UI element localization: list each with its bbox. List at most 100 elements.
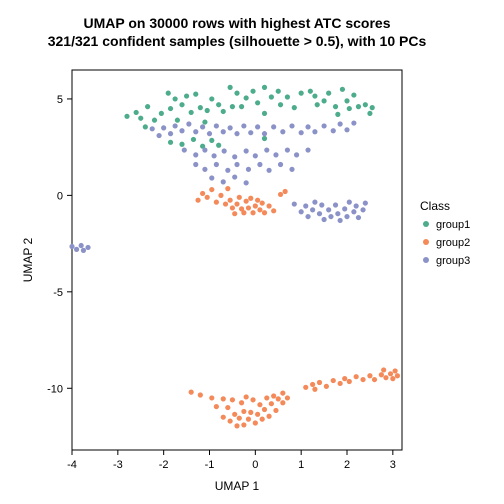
scatter-point	[150, 126, 155, 131]
scatter-point	[280, 129, 285, 134]
legend-marker	[423, 257, 429, 263]
scatter-point	[264, 147, 269, 152]
scatter-point	[225, 186, 230, 191]
y-tick-label: -10	[47, 383, 63, 395]
x-tick-label: -4	[67, 459, 77, 471]
scatter-point	[289, 123, 294, 128]
scatter-point	[244, 148, 249, 153]
scatter-point	[335, 112, 340, 117]
scatter-point	[280, 400, 285, 405]
scatter-point	[257, 162, 262, 167]
scatter-point	[347, 200, 352, 205]
y-axis-label: UMAP 2	[21, 237, 35, 282]
scatter-point	[273, 152, 278, 157]
scatter-point	[340, 87, 345, 92]
scatter-point	[260, 200, 265, 205]
scatter-point	[248, 130, 253, 135]
scatter-point	[241, 409, 246, 414]
scatter-point	[294, 152, 299, 157]
scatter-point	[244, 394, 249, 399]
scatter-point	[260, 417, 265, 422]
scatter-point	[351, 92, 356, 97]
scatter-point	[388, 371, 393, 376]
scatter-point	[266, 168, 271, 173]
scatter-point	[262, 131, 267, 136]
scatter-point	[232, 412, 237, 417]
scatter-point	[278, 102, 283, 107]
scatter-point	[360, 377, 365, 382]
scatter-point	[292, 105, 297, 110]
scatter-point	[393, 368, 398, 373]
scatter-point	[324, 384, 329, 389]
scatter-point	[216, 143, 221, 148]
scatter-point	[152, 118, 157, 123]
scatter-point	[214, 162, 219, 167]
scatter-point	[221, 415, 226, 420]
scatter-point	[285, 94, 290, 99]
scatter-point	[338, 381, 343, 386]
scatter-point	[241, 210, 246, 215]
chart-title-line2: 321/321 confident samples (silhouette > …	[48, 33, 427, 49]
scatter-point	[237, 195, 242, 200]
chart-title-line1: UMAP on 30000 rows with highest ATC scor…	[83, 15, 390, 31]
scatter-point	[321, 123, 326, 128]
scatter-point	[303, 203, 308, 208]
scatter-point	[354, 203, 359, 208]
scatter-point	[239, 104, 244, 109]
scatter-point	[383, 375, 388, 380]
scatter-point	[207, 131, 212, 136]
scatter-point	[221, 396, 226, 401]
scatter-point	[333, 104, 338, 109]
scatter-point	[239, 400, 244, 405]
legend-marker	[423, 221, 429, 227]
scatter-point	[312, 387, 317, 392]
scatter-point	[228, 418, 233, 423]
scatter-point	[331, 378, 336, 383]
scatter-point	[326, 91, 331, 96]
scatter-point	[173, 123, 178, 128]
scatter-point	[211, 153, 216, 158]
scatter-point	[312, 200, 317, 205]
scatter-plot: -4-3-2-10123-10-505UMAP on 30000 rows wi…	[0, 0, 504, 504]
x-tick-label: 1	[298, 459, 304, 471]
scatter-point	[200, 124, 205, 129]
scatter-point	[347, 379, 352, 384]
scatter-point	[257, 402, 262, 407]
scatter-point	[193, 92, 198, 97]
scatter-point	[312, 93, 317, 98]
scatter-point	[285, 147, 290, 152]
x-tick-label: 3	[390, 459, 396, 471]
scatter-point	[168, 140, 173, 145]
scatter-point	[342, 206, 347, 211]
scatter-point	[328, 214, 333, 219]
scatter-point	[209, 175, 214, 180]
scatter-point	[166, 91, 171, 96]
plot-background	[0, 0, 504, 504]
scatter-point	[246, 167, 251, 172]
scatter-point	[250, 89, 255, 94]
scatter-point	[79, 243, 84, 248]
scatter-point	[237, 416, 242, 421]
scatter-point	[179, 102, 184, 107]
scatter-point	[216, 102, 221, 107]
scatter-point	[367, 111, 372, 116]
scatter-point	[209, 138, 214, 143]
scatter-point	[379, 372, 384, 377]
scatter-point	[222, 148, 227, 153]
scatter-point	[230, 104, 235, 109]
scatter-point	[202, 167, 207, 172]
scatter-point	[205, 195, 210, 200]
scatter-point	[246, 205, 251, 210]
scatter-point	[244, 95, 249, 100]
scatter-point	[232, 154, 237, 159]
scatter-point	[234, 131, 239, 136]
scatter-point	[310, 207, 315, 212]
scatter-point	[356, 104, 361, 109]
scatter-point	[69, 244, 74, 249]
scatter-point	[347, 106, 352, 111]
scatter-point	[308, 89, 313, 94]
x-tick-label: -2	[159, 459, 169, 471]
scatter-point	[262, 136, 267, 141]
scatter-point	[262, 407, 267, 412]
scatter-point	[228, 198, 233, 203]
